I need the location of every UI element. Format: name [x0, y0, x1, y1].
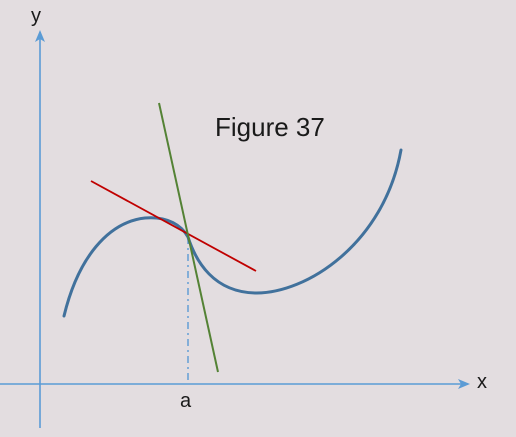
x-axis-label: x — [477, 371, 487, 393]
normal-line — [158, 102, 219, 373]
function-curve — [62, 148, 403, 318]
figure-title: Figure 37 — [215, 112, 325, 142]
y-axis-label: y — [31, 5, 41, 27]
tangent-line — [90, 180, 257, 272]
point-a-label: a — [180, 390, 192, 412]
